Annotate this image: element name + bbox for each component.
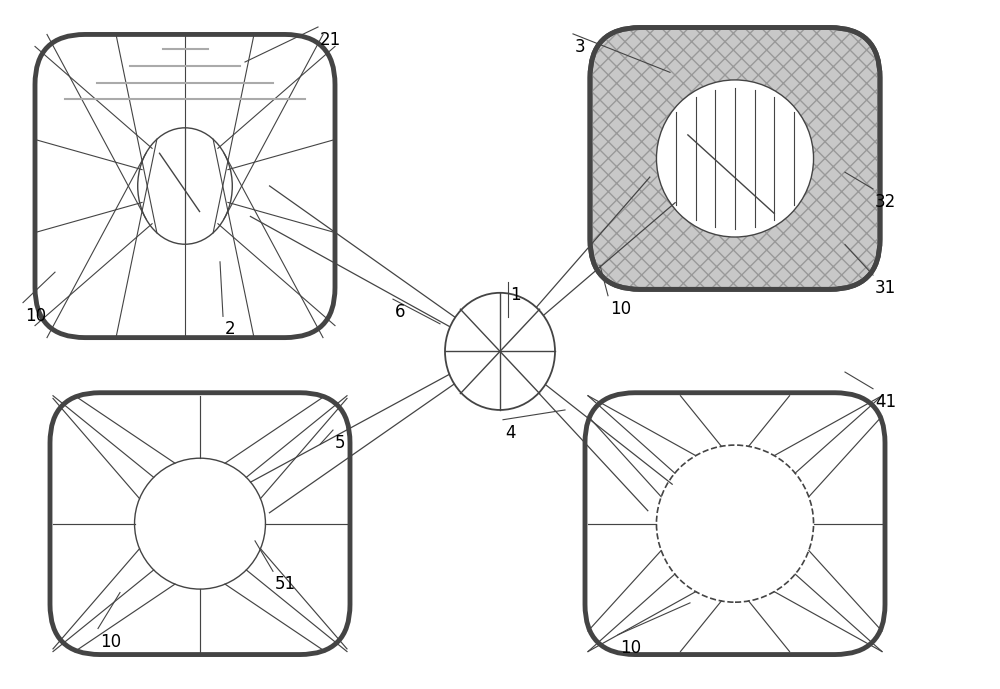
Text: 41: 41: [875, 393, 896, 411]
Text: 10: 10: [100, 633, 121, 650]
Text: 3: 3: [575, 38, 586, 56]
FancyBboxPatch shape: [590, 28, 880, 289]
Text: 2: 2: [225, 320, 236, 338]
FancyBboxPatch shape: [585, 393, 885, 655]
Text: 31: 31: [875, 279, 896, 297]
Text: 5: 5: [335, 434, 346, 452]
Ellipse shape: [445, 293, 555, 410]
Ellipse shape: [138, 128, 232, 244]
Text: 10: 10: [620, 639, 641, 657]
Text: 6: 6: [395, 303, 406, 321]
Circle shape: [135, 458, 265, 589]
FancyBboxPatch shape: [35, 34, 335, 338]
Text: 10: 10: [25, 307, 46, 325]
Text: 10: 10: [610, 300, 631, 318]
Text: 51: 51: [275, 575, 296, 593]
Text: 32: 32: [875, 193, 896, 211]
Text: 21: 21: [320, 31, 341, 49]
Text: 1: 1: [510, 286, 521, 304]
Circle shape: [656, 80, 814, 237]
FancyBboxPatch shape: [50, 393, 350, 655]
Circle shape: [656, 445, 814, 602]
Text: 4: 4: [505, 424, 516, 442]
